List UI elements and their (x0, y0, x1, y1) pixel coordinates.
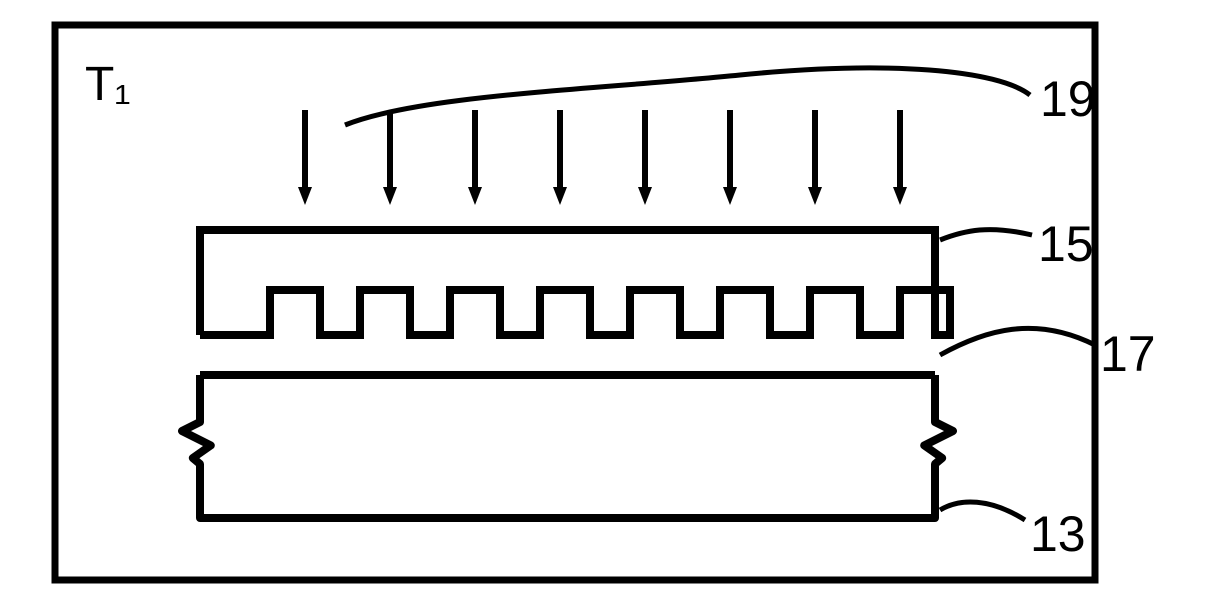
diagram-canvas: T₁ 19 15 17 13 (0, 0, 1215, 613)
ref-19: 19 (1040, 70, 1096, 128)
ref-13: 13 (1030, 505, 1086, 563)
frame-corner-label: T₁ (85, 57, 131, 112)
ref-17: 17 (1100, 325, 1156, 383)
ref-15: 15 (1038, 215, 1094, 273)
